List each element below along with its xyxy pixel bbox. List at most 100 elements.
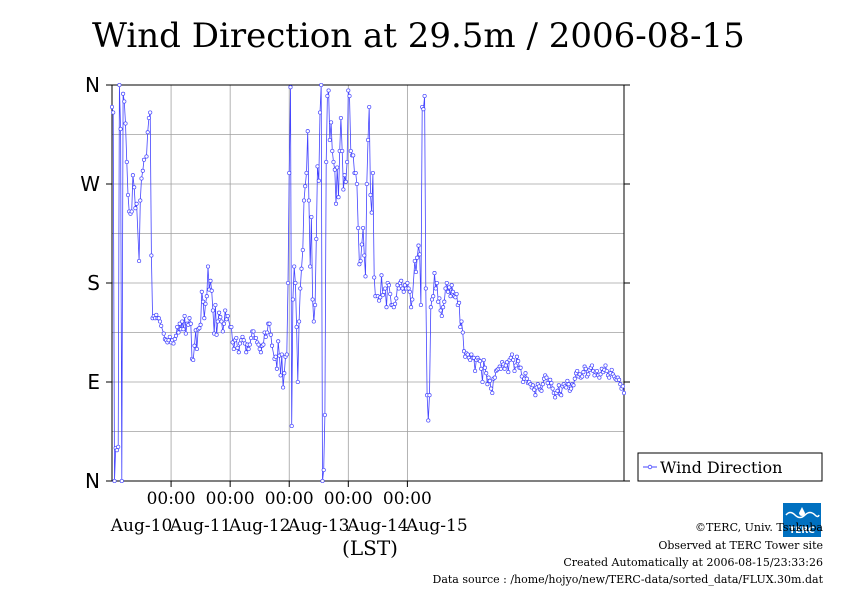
series-wind-direction (109, 82, 627, 484)
data-point (319, 82, 324, 88)
data-point (492, 375, 497, 380)
y-tick-label: N (85, 469, 100, 493)
data-point (406, 286, 411, 291)
data-point (345, 159, 350, 165)
x-tick-label: 00:00 (324, 489, 373, 509)
data-point (498, 366, 503, 371)
data-point (383, 286, 388, 291)
data-point (394, 296, 399, 301)
data-point (268, 332, 273, 337)
data-point (473, 368, 478, 374)
data-point (511, 357, 516, 363)
data-point (401, 289, 406, 294)
data-point (293, 280, 298, 286)
data-point (415, 255, 420, 260)
data-point (140, 168, 145, 173)
data-point (204, 294, 209, 299)
x-day-label: Aug-11 (169, 516, 231, 536)
data-point (533, 393, 538, 398)
data-point (356, 225, 361, 231)
data-point (279, 352, 284, 357)
data-point (514, 354, 519, 359)
data-point (393, 301, 398, 306)
data-point (412, 258, 417, 264)
logo-drop-icon (799, 507, 805, 516)
data-point (251, 329, 256, 334)
data-point (305, 129, 310, 134)
data-point (378, 295, 383, 300)
data-point (308, 264, 313, 269)
data-point (311, 319, 316, 324)
data-point (442, 299, 447, 304)
data-point (300, 247, 305, 253)
data-point (559, 393, 564, 398)
data-point (434, 280, 439, 286)
data-point (194, 346, 199, 352)
data-point (370, 170, 375, 176)
data-point (351, 153, 356, 158)
data-point (171, 341, 176, 346)
data-point (181, 327, 186, 332)
data-point (321, 467, 326, 473)
data-point (214, 332, 219, 337)
data-point (372, 275, 377, 280)
data-point (380, 293, 385, 298)
data-point (396, 286, 401, 291)
data-point (482, 365, 487, 370)
data-point (213, 302, 218, 308)
data-point (565, 378, 570, 383)
data-point (487, 378, 492, 383)
data-point (285, 280, 291, 286)
data-point (363, 274, 368, 279)
data-point (161, 331, 166, 336)
data-point (176, 330, 181, 335)
data-point (236, 350, 241, 355)
data-point (159, 323, 164, 328)
data-point (609, 367, 614, 372)
data-point (364, 181, 369, 187)
data-point (188, 321, 193, 326)
data-point (571, 383, 576, 388)
data-point (139, 176, 144, 181)
data-point (235, 345, 240, 350)
data-point (256, 342, 261, 347)
logo-wave-icon (785, 511, 820, 519)
data-point (586, 372, 591, 377)
x-day-label: Aug-14 (346, 516, 408, 536)
data-point (292, 264, 297, 269)
data-point (480, 379, 485, 385)
data-point (187, 316, 192, 321)
data-point (353, 170, 358, 176)
data-point (327, 137, 332, 143)
data-point (295, 379, 300, 385)
data-point (518, 365, 523, 370)
data-point (486, 375, 491, 380)
data-point (405, 280, 410, 286)
data-point (439, 313, 444, 319)
data-point (224, 317, 229, 322)
data-point (225, 313, 230, 319)
data-point (290, 297, 295, 302)
data-point (580, 374, 585, 379)
data-point (513, 363, 518, 368)
data-point (461, 349, 467, 354)
logo-text: TERC (789, 526, 815, 536)
data-point (132, 185, 137, 190)
data-point (137, 258, 142, 264)
data-point (484, 371, 489, 376)
data-point (546, 384, 551, 389)
data-point (460, 330, 465, 335)
data-point (175, 324, 180, 330)
data-point (276, 339, 281, 344)
data-point (620, 384, 625, 389)
data-point (177, 321, 182, 326)
data-point (377, 298, 382, 303)
data-point (125, 192, 131, 198)
data-point (426, 418, 431, 423)
data-point (298, 286, 303, 291)
y-tick-label: N (85, 73, 100, 97)
data-point (438, 308, 443, 313)
data-point (530, 383, 535, 388)
data-point (310, 297, 315, 302)
